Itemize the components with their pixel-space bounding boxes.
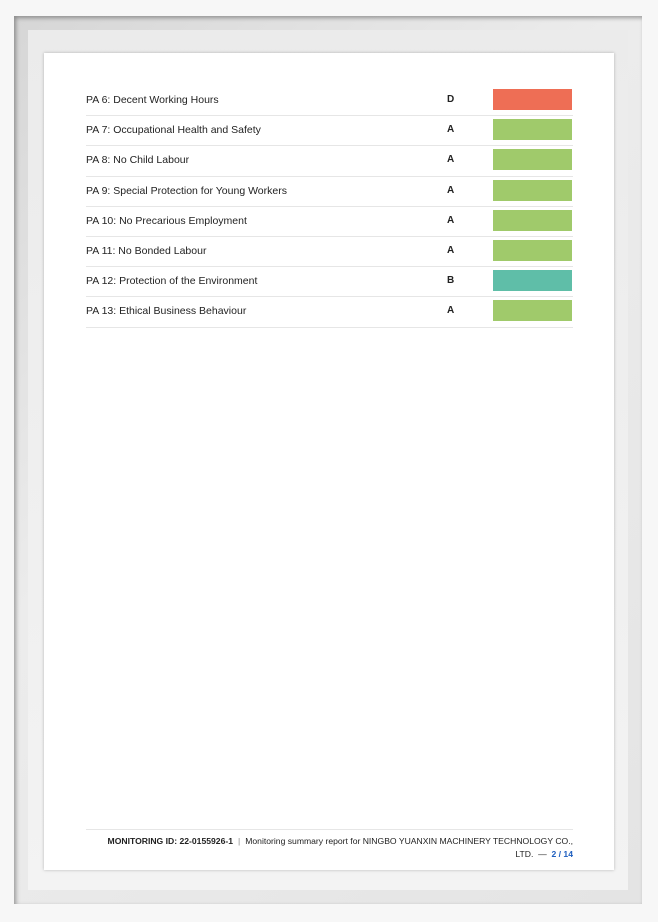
grade-color-bar: [493, 119, 572, 141]
grade-color-bar: [493, 270, 572, 292]
performance-area-table: PA 6: Decent Working Hours D PA 7: Occupat…: [86, 86, 573, 328]
footer-separator: |: [238, 836, 241, 846]
table-row: PA 8: No Child Labour A: [86, 146, 573, 177]
performance-area-label: PA 12: Protection of the Environment: [86, 275, 258, 288]
table-row: PA 13: Ethical Business Behaviour A: [86, 297, 573, 328]
table-row: PA 11: No Bonded Labour A: [86, 237, 573, 268]
table-row: PA 10: No Precarious Employment A: [86, 207, 573, 237]
grade-color-bar: [493, 300, 572, 322]
grade: D: [447, 94, 455, 105]
performance-area-label: PA 9: Special Protection for Young Worke…: [86, 184, 287, 197]
page-number: 2 / 14: [551, 849, 573, 859]
document-page: PA 6: Decent Working Hours D PA 7: Occupat…: [44, 53, 614, 870]
table-row: PA 12: Protection of the Environment B: [86, 267, 573, 298]
performance-area-label: PA 10: No Precarious Employment: [86, 214, 247, 227]
performance-area-label: PA 13: Ethical Business Behaviour: [86, 305, 247, 318]
performance-area-label: PA 11: No Bonded Labour: [86, 244, 207, 257]
footer-dash: —: [538, 849, 547, 859]
grade-color-bar: [493, 149, 572, 171]
grade: A: [447, 124, 455, 136]
grade: A: [447, 154, 455, 166]
grade: A: [447, 214, 455, 226]
grade-color-bar: [493, 179, 572, 201]
monitoring-id: MONITORING ID: 22-0155926-1: [107, 836, 233, 846]
performance-area-label: PA 7: Occupational Health and Safety: [86, 124, 261, 137]
performance-area-label: PA 8: No Child Labour: [86, 154, 190, 167]
grade-color-bar: [493, 239, 572, 261]
grade: A: [447, 305, 455, 317]
performance-area-label: PA 6: Decent Working Hours: [86, 94, 219, 106]
table-row: PA 9: Special Protection for Young Worke…: [86, 177, 573, 207]
grade: A: [447, 244, 455, 256]
table-row: PA 6: Decent Working Hours D: [86, 86, 573, 117]
table-row: PA 7: Occupational Health and Safety A: [86, 116, 573, 147]
report-description: Monitoring summary report for NINGBO YUA…: [245, 836, 573, 859]
page-footer: MONITORING ID: 22-0155926-1 | Monitoring s…: [86, 829, 573, 861]
grade: B: [447, 275, 455, 287]
grade-color-bar: [493, 89, 572, 110]
grade-color-bar: [493, 209, 572, 231]
grade: A: [447, 184, 455, 196]
